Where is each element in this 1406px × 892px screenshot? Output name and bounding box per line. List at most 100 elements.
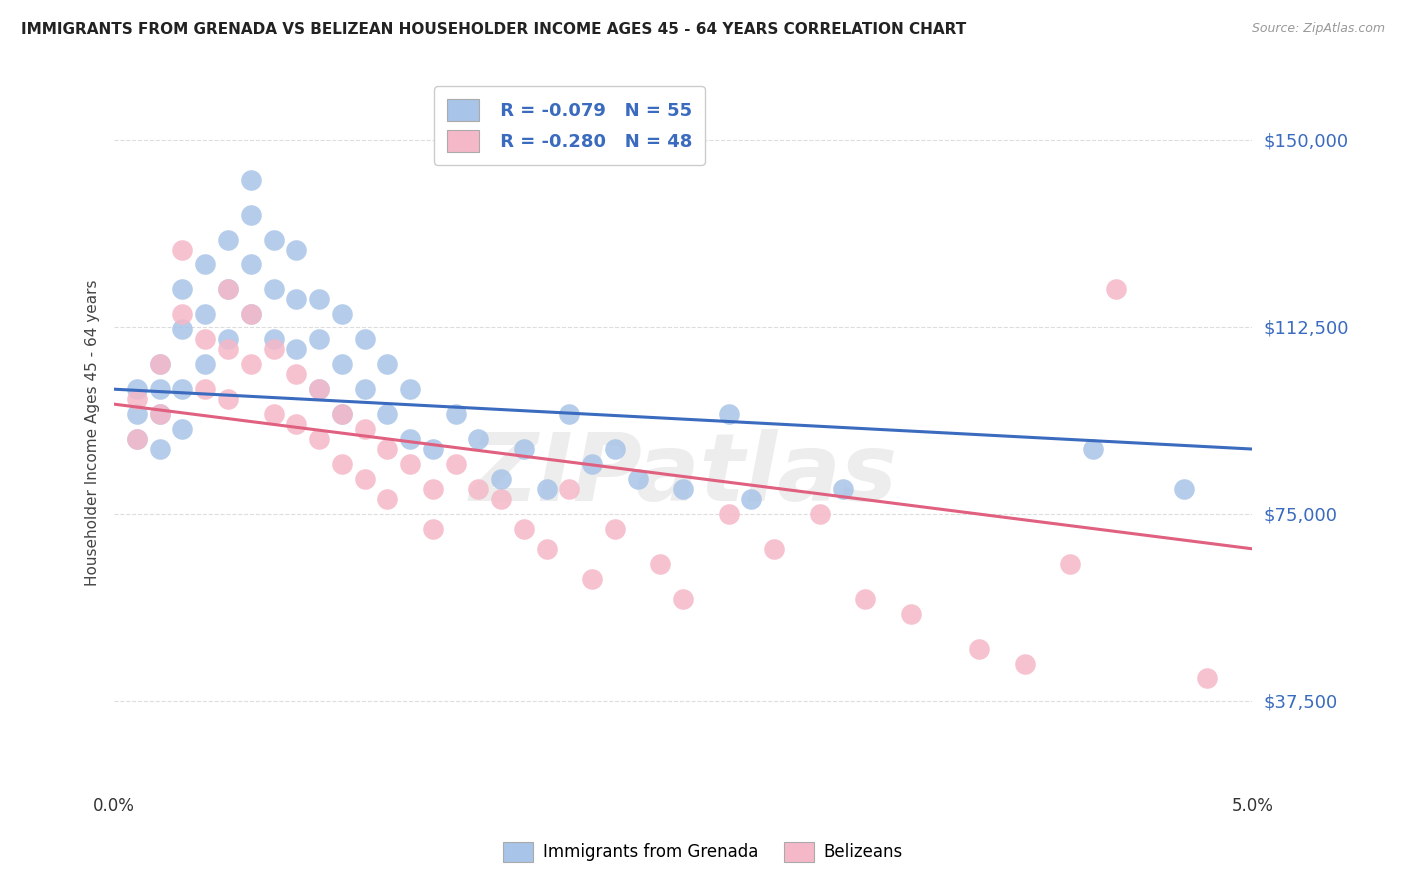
Point — [375, 407, 398, 421]
Point — [444, 407, 467, 421]
Point — [308, 382, 330, 396]
Point — [1104, 282, 1126, 296]
Point — [763, 541, 786, 556]
Point — [330, 307, 353, 321]
Point — [285, 417, 308, 431]
Point — [172, 322, 194, 336]
Point — [489, 491, 512, 506]
Point — [172, 243, 194, 257]
Point — [125, 432, 148, 446]
Point — [330, 407, 353, 421]
Point — [740, 491, 762, 506]
Point — [239, 357, 262, 371]
Point — [853, 591, 876, 606]
Point — [308, 382, 330, 396]
Point — [172, 282, 194, 296]
Point — [217, 282, 239, 296]
Point — [194, 307, 217, 321]
Point — [194, 332, 217, 346]
Point — [217, 332, 239, 346]
Point — [308, 332, 330, 346]
Point — [422, 482, 444, 496]
Point — [353, 472, 375, 486]
Point — [808, 507, 831, 521]
Point — [353, 332, 375, 346]
Point — [125, 392, 148, 406]
Point — [581, 572, 603, 586]
Point — [330, 357, 353, 371]
Point — [239, 172, 262, 186]
Text: IMMIGRANTS FROM GRENADA VS BELIZEAN HOUSEHOLDER INCOME AGES 45 - 64 YEARS CORREL: IMMIGRANTS FROM GRENADA VS BELIZEAN HOUS… — [21, 22, 966, 37]
Point — [353, 422, 375, 436]
Point — [603, 522, 626, 536]
Point — [558, 482, 581, 496]
Point — [422, 522, 444, 536]
Point — [399, 432, 422, 446]
Point — [831, 482, 853, 496]
Point — [239, 307, 262, 321]
Point — [125, 407, 148, 421]
Point — [217, 392, 239, 406]
Point — [263, 233, 285, 247]
Point — [285, 368, 308, 382]
Point — [1173, 482, 1195, 496]
Point — [285, 343, 308, 357]
Point — [172, 422, 194, 436]
Point — [194, 357, 217, 371]
Point — [194, 258, 217, 272]
Point — [513, 442, 536, 456]
Point — [172, 382, 194, 396]
Point — [239, 208, 262, 222]
Point — [558, 407, 581, 421]
Point — [194, 382, 217, 396]
Point — [536, 541, 558, 556]
Point — [444, 457, 467, 471]
Point — [581, 457, 603, 471]
Text: ZIPatlas: ZIPatlas — [470, 429, 897, 522]
Point — [125, 382, 148, 396]
Point — [285, 243, 308, 257]
Point — [149, 407, 172, 421]
Point — [1014, 657, 1036, 671]
Point — [172, 307, 194, 321]
Point — [217, 233, 239, 247]
Point — [399, 382, 422, 396]
Point — [672, 482, 695, 496]
Point — [263, 407, 285, 421]
Point — [375, 442, 398, 456]
Point — [263, 343, 285, 357]
Point — [375, 357, 398, 371]
Point — [1195, 672, 1218, 686]
Point — [467, 482, 489, 496]
Point — [627, 472, 650, 486]
Point — [375, 491, 398, 506]
Point — [149, 442, 172, 456]
Point — [489, 472, 512, 486]
Point — [717, 407, 740, 421]
Point — [217, 282, 239, 296]
Point — [308, 293, 330, 307]
Point — [467, 432, 489, 446]
Point — [967, 641, 990, 656]
Point — [149, 407, 172, 421]
Text: Source: ZipAtlas.com: Source: ZipAtlas.com — [1251, 22, 1385, 36]
Point — [399, 457, 422, 471]
Point — [422, 442, 444, 456]
Point — [900, 607, 922, 621]
Point — [603, 442, 626, 456]
Point — [353, 382, 375, 396]
Point — [513, 522, 536, 536]
Point — [125, 432, 148, 446]
Point — [149, 382, 172, 396]
Point — [263, 332, 285, 346]
Point — [149, 357, 172, 371]
Point — [285, 293, 308, 307]
Point — [717, 507, 740, 521]
Point — [1059, 557, 1081, 571]
Point — [536, 482, 558, 496]
Point — [1081, 442, 1104, 456]
Point — [239, 258, 262, 272]
Point — [650, 557, 672, 571]
Point — [263, 282, 285, 296]
Point — [239, 307, 262, 321]
